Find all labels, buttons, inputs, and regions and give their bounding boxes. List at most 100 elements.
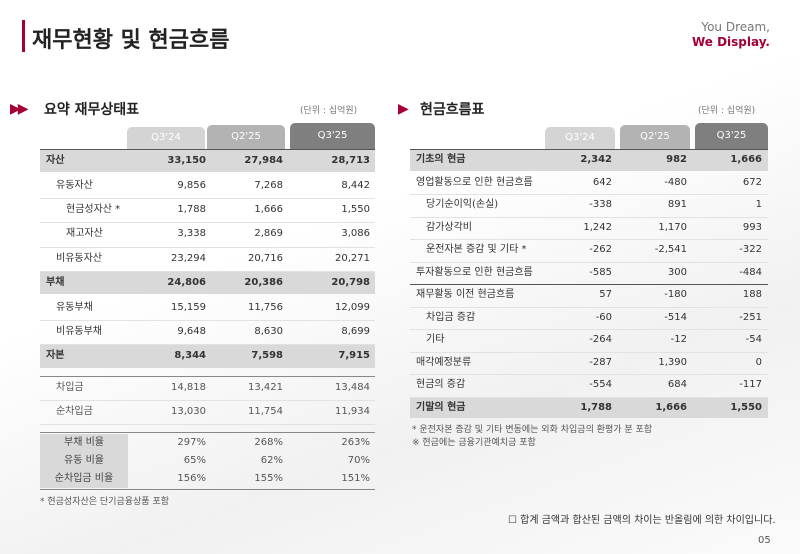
row-shade	[40, 345, 375, 368]
unit: (단위 : 십억원)	[698, 106, 756, 116]
row-rule	[40, 319, 375, 321]
block-rule	[40, 432, 375, 433]
cell-value: 7,598	[251, 350, 283, 362]
cell-value: 3,338	[177, 228, 206, 240]
cell-value: 2,342	[580, 154, 612, 166]
row-label: 자산	[46, 155, 65, 167]
footer-note: ☐ 합계 금액과 합산된 금액의 차이는 반올림에 의한 차이입니다.	[508, 515, 776, 526]
cell-value: 8,442	[341, 179, 370, 191]
cell-value: -554	[589, 379, 612, 391]
cell-value: 155%	[254, 473, 283, 484]
row-label: 유동부채	[56, 301, 93, 313]
cell-value: 891	[667, 199, 687, 211]
row-label: 운전자본 증감 및 기타 *	[426, 244, 527, 256]
cell-value: 1,550	[341, 204, 370, 215]
cell-value: 14,818	[171, 382, 206, 393]
cell-value: 57	[599, 289, 612, 301]
row-label: 기초의 현금	[416, 154, 466, 166]
cell-value: 11,754	[248, 406, 283, 417]
page-number: 05	[758, 535, 771, 546]
row-rule	[40, 424, 375, 425]
row-label: 현금성자산 *	[66, 204, 121, 215]
cell-value: 1,666	[254, 204, 283, 215]
cell-value: 33,150	[167, 155, 206, 167]
cell-value: 1,666	[730, 154, 762, 166]
cell-value: 268%	[254, 437, 283, 448]
row-label: 차입금	[56, 382, 84, 393]
cell-value: 12,099	[335, 301, 370, 313]
row-rule	[410, 374, 768, 375]
block-rule	[40, 489, 375, 490]
row-rule	[410, 239, 768, 240]
cell-value: 993	[742, 221, 762, 233]
cell-value: 11,756	[248, 301, 283, 313]
row-shade	[410, 150, 768, 171]
cell-value: 20,798	[331, 277, 370, 289]
row-label: 차입금 증감	[426, 311, 476, 323]
cell-value: 982	[666, 154, 687, 166]
cell-value: -12	[670, 334, 687, 346]
row-rule	[40, 344, 375, 346]
cell-value: 1,788	[580, 401, 612, 413]
cell-value: 263%	[341, 437, 370, 448]
cell-value: -262	[589, 244, 612, 256]
note: * 운전자본 증감 및 기타 변동에는 외화 차입금의 환평가 분 포함	[412, 425, 653, 435]
cell-value: -585	[589, 266, 612, 278]
cell-value: 20,716	[248, 252, 283, 264]
footer-text: 합계 금액과 합산된 금액의 차이는 반올림에 의한 차이입니다.	[520, 515, 776, 526]
column-header: Q3'25	[695, 123, 768, 149]
cell-value: 7,268	[254, 179, 283, 191]
row-rule	[410, 306, 768, 308]
column-header: Q3'25	[290, 123, 375, 149]
cell-value: 151%	[341, 473, 370, 484]
cell-value: -338	[589, 199, 612, 211]
cell-value: 20,271	[335, 252, 370, 264]
cell-value: 297%	[177, 437, 206, 448]
row-rule	[410, 396, 768, 398]
row-rule	[410, 194, 768, 195]
row-label: 순차입금 비율	[54, 473, 114, 484]
cell-value: -2,541	[654, 244, 687, 256]
cell-value: 8,699	[341, 326, 370, 337]
cell-value: 1,550	[730, 401, 762, 413]
row-label: 매각예정분류	[416, 356, 472, 368]
cell-value: 1,788	[177, 204, 206, 215]
cell-value: 672	[742, 176, 762, 188]
cell-value: 11,934	[335, 406, 370, 417]
column-header: Q2'25	[207, 125, 285, 149]
cell-value: 27,984	[244, 155, 283, 167]
row-rule	[40, 400, 375, 401]
row-rule	[40, 271, 375, 272]
cell-value: -514	[664, 311, 687, 323]
cell-value: -251	[739, 311, 762, 323]
column-header: Q3'24	[127, 127, 205, 149]
cell-value: 9,648	[177, 326, 206, 337]
row-label: 현금의 증감	[416, 379, 466, 391]
unit: (단위 : 십억원)	[300, 106, 358, 116]
section-rule	[410, 284, 768, 285]
note: * 현금성자산은 단기금융상품 포함	[40, 497, 170, 507]
cell-value: -264	[589, 334, 612, 346]
cell-value: 0	[755, 356, 762, 368]
column-header: Q3'24	[545, 127, 615, 149]
column-header: Q2'25	[620, 125, 690, 149]
row-label: 부채	[46, 277, 65, 289]
cell-value: 15,159	[171, 301, 206, 313]
cell-value: 8,344	[174, 350, 206, 362]
cell-value: 13,030	[171, 406, 206, 417]
cell-value: 1,170	[658, 221, 687, 233]
row-shade	[40, 272, 375, 295]
cell-value: 62%	[260, 455, 283, 466]
row-label: 재무활동 이전 현금흐름	[416, 289, 515, 301]
note: ※ 현금에는 금융기관예치금 포함	[412, 438, 536, 448]
logo-line: We Display.	[691, 35, 770, 49]
row-shade	[410, 397, 768, 418]
row-label: 당기순이익(손실)	[426, 199, 499, 211]
cell-value: 23,294	[171, 252, 206, 264]
row-label: 비유동부채	[56, 326, 102, 337]
row-label: 기타	[426, 334, 445, 346]
cell-value: 684	[667, 379, 687, 391]
row-rule	[40, 197, 375, 199]
cell-value: 1,390	[658, 356, 687, 368]
